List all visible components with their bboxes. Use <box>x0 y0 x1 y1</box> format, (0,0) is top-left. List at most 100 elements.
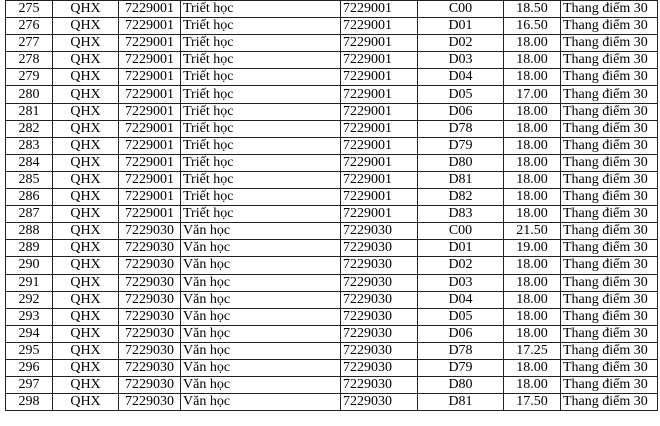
major-code-cell: 7229001 <box>118 34 181 53</box>
admission-code-cell: 7229030 <box>340 239 418 258</box>
score-scale-cell: Thang điểm 30 <box>560 102 658 121</box>
major-name-cell: Triết học <box>180 170 341 190</box>
score-scale-cell: Thang điểm 30 <box>560 341 658 360</box>
subject-combination-cell: D79 <box>417 136 504 155</box>
subject-combination-cell: D80 <box>417 153 504 172</box>
school-code-cell: QHX <box>52 85 119 104</box>
row-number-cell: 282 <box>5 119 53 138</box>
cutoff-score-cell: 18.00 <box>503 51 561 70</box>
admission-code-cell: 7229030 <box>340 256 418 275</box>
school-code-cell: QHX <box>52 34 119 53</box>
school-code-cell: QHX <box>52 273 119 292</box>
admission-code-cell: 7229030 <box>340 290 418 309</box>
score-scale-cell: Thang điểm 30 <box>560 136 658 155</box>
major-name-cell: Văn học <box>180 239 341 258</box>
subject-combination-cell: D78 <box>417 119 504 138</box>
score-scale-cell: Thang điểm 30 <box>560 17 658 36</box>
score-scale-cell: Thang điểm 30 <box>560 0 658 19</box>
major-code-cell: 7229030 <box>118 393 181 412</box>
score-scale-cell: Thang điểm 30 <box>560 153 658 172</box>
school-code-cell: QHX <box>52 341 119 360</box>
major-name-cell: Văn học <box>180 290 341 309</box>
subject-combination-cell: D05 <box>417 85 504 104</box>
subject-combination-cell: D01 <box>417 17 504 36</box>
cutoff-score-cell: 17.50 <box>503 393 561 412</box>
major-code-cell: 7229030 <box>118 307 181 326</box>
major-code-cell: 7229001 <box>118 68 181 87</box>
cutoff-score-cell: 18.00 <box>503 188 561 207</box>
table-row: 298 QHX 7229030 Văn học 7229030 D81 17.50 Thang… <box>5 393 658 412</box>
row-number-cell: 293 <box>5 307 53 326</box>
row-number-cell: 276 <box>5 17 53 36</box>
major-name-cell: Triết học <box>180 102 341 121</box>
cutoff-score-cell: 19.00 <box>503 239 561 258</box>
cutoff-score-cell: 18.00 <box>503 358 561 378</box>
cutoff-score-cell: 18.00 <box>503 273 561 292</box>
score-scale-cell: Thang điểm 30 <box>560 256 658 275</box>
score-scale-cell: Thang điểm 30 <box>560 290 658 309</box>
admission-code-cell: 7229001 <box>340 68 418 87</box>
row-number-cell: 278 <box>5 51 53 70</box>
table-row: 282 QHX 7229001 Triết học 7229001 D78 18.00 Tha… <box>5 119 658 138</box>
school-code-cell: QHX <box>52 0 119 19</box>
table-row: 293 QHX 7229030 Văn học 7229030 D05 18.00 Thang… <box>5 307 658 326</box>
cutoff-score-cell: 18.00 <box>503 307 561 326</box>
major-code-cell: 7229030 <box>118 358 181 378</box>
table-row: 289 QHX 7229030 Văn học 7229030 D01 19.00 Thang… <box>5 239 658 258</box>
cutoff-score-cell: 18.00 <box>503 153 561 172</box>
major-code-cell: 7229001 <box>118 170 181 190</box>
major-code-cell: 7229001 <box>118 0 181 19</box>
score-scale-cell: Thang điểm 30 <box>560 205 658 224</box>
major-name-cell: Triết học <box>180 51 341 70</box>
cutoff-score-cell: 18.00 <box>503 68 561 87</box>
score-scale-cell: Thang điểm 30 <box>560 188 658 207</box>
subject-combination-cell: D01 <box>417 239 504 258</box>
subject-combination-cell: D04 <box>417 68 504 87</box>
major-name-cell: Văn học <box>180 307 341 326</box>
score-scale-cell: Thang điểm 30 <box>560 68 658 87</box>
admission-code-cell: 7229001 <box>340 119 418 138</box>
subject-combination-cell: D81 <box>417 170 504 190</box>
major-code-cell: 7229001 <box>118 136 181 155</box>
score-scale-cell: Thang điểm 30 <box>560 222 658 241</box>
table-row: 288 QHX 7229030 Văn học 7229030 C00 21.50 Thang… <box>5 222 658 241</box>
major-code-cell: 7229030 <box>118 239 181 258</box>
table-row: 295 QHX 7229030 Văn học 7229030 D78 17.25 Thang… <box>5 341 658 360</box>
major-code-cell: 7229001 <box>118 51 181 70</box>
major-code-cell: 7229001 <box>118 153 181 172</box>
subject-combination-cell: D04 <box>417 290 504 309</box>
admission-code-cell: 7229001 <box>340 205 418 224</box>
major-name-cell: Triết học <box>180 68 341 87</box>
score-scale-cell: Thang điểm 30 <box>560 358 658 378</box>
major-code-cell: 7229030 <box>118 341 181 360</box>
score-scale-cell: Thang điểm 30 <box>560 393 658 412</box>
row-number-cell: 280 <box>5 85 53 104</box>
major-code-cell: 7229030 <box>118 290 181 309</box>
admission-code-cell: 7229030 <box>340 307 418 326</box>
subject-combination-cell: D79 <box>417 358 504 378</box>
row-number-cell: 285 <box>5 170 53 190</box>
subject-combination-cell: D06 <box>417 102 504 121</box>
major-name-cell: Văn học <box>180 222 341 241</box>
score-scale-cell: Thang điểm 30 <box>560 324 658 343</box>
admission-code-cell: 7229001 <box>340 51 418 70</box>
cutoff-score-cell: 17.25 <box>503 341 561 360</box>
school-code-cell: QHX <box>52 51 119 70</box>
major-code-cell: 7229001 <box>118 102 181 121</box>
school-code-cell: QHX <box>52 188 119 207</box>
school-code-cell: QHX <box>52 307 119 326</box>
table-row: 287 QHX 7229001 Triết học 7229001 D83 18.00 Tha… <box>5 205 658 224</box>
major-name-cell: Triết học <box>180 34 341 53</box>
major-code-cell: 7229030 <box>118 222 181 241</box>
score-scale-cell: Thang điểm 30 <box>560 273 658 292</box>
table-row: 285 QHX 7229001 Triết học 7229001 D81 18.00 Tha… <box>5 170 658 190</box>
school-code-cell: QHX <box>52 290 119 309</box>
score-scale-cell: Thang điểm 30 <box>560 307 658 326</box>
admission-code-cell: 7229001 <box>340 85 418 104</box>
score-scale-cell: Thang điểm 30 <box>560 85 658 104</box>
row-number-cell: 295 <box>5 341 53 360</box>
major-code-cell: 7229001 <box>118 85 181 104</box>
major-name-cell: Văn học <box>180 358 341 378</box>
row-number-cell: 286 <box>5 188 53 207</box>
major-code-cell: 7229001 <box>118 205 181 224</box>
